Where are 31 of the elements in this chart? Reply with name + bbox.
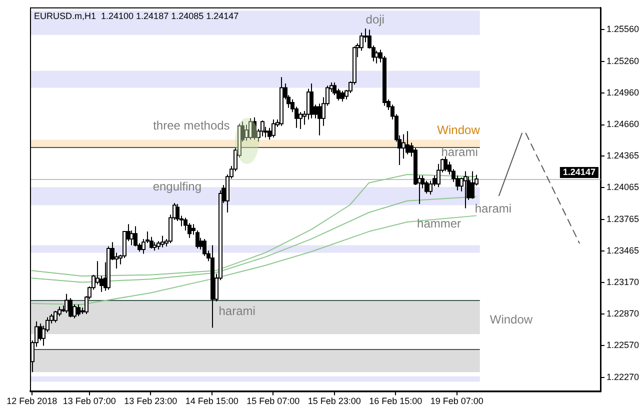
x-tick-label: 13 Feb 07:00 (62, 396, 116, 406)
band-label: Window (437, 123, 480, 138)
y-tick-label: 1.23465 (606, 246, 640, 256)
y-tick-label: 1.23170 (606, 276, 640, 287)
annotation: doji (366, 12, 384, 26)
y-tick-label: 1.24660 (606, 119, 640, 130)
chart-title: EURUSD.m,H1 1.24100 1.24187 1.24085 1.24147 (34, 10, 239, 21)
y-tick-label: 1.25260 (606, 56, 640, 66)
annotation: engulfing (152, 180, 202, 194)
x-tick-label: 12 Feb 2018 (6, 396, 58, 406)
y-tick-label: 1.22870 (606, 308, 640, 318)
annotation: three methods (153, 118, 230, 133)
y-tick-label: 1.24960 (606, 88, 640, 98)
x-tick-label: 19 Feb 07:00 (430, 396, 484, 406)
x-tick-label: 13 Feb 23:00 (124, 396, 178, 406)
y-tick-label: 1.25560 (606, 24, 640, 34)
band-label: Window (490, 312, 533, 326)
y-tick-label: 1.22270 (606, 372, 640, 382)
x-tick-label: 14 Feb 15:00 (185, 396, 238, 406)
y-tick-label: 1.22570 (606, 340, 640, 350)
annotation: harami (218, 304, 256, 318)
annotation: harami (474, 202, 512, 216)
x-tick-label: 15 Feb 23:00 (308, 396, 361, 406)
annotation: harami (441, 144, 478, 159)
y-tick-label: 1.24065 (606, 182, 640, 192)
y-tick-label: 1.23765 (606, 214, 640, 224)
annotation: hammer (417, 216, 462, 231)
x-tick-label: 16 Feb 15:00 (369, 396, 422, 406)
y-tick-label: 1.24365 (606, 150, 640, 160)
x-tick-label: 15 Feb 07:00 (246, 396, 300, 406)
ref-line-label: 1.24147 (562, 166, 596, 177)
